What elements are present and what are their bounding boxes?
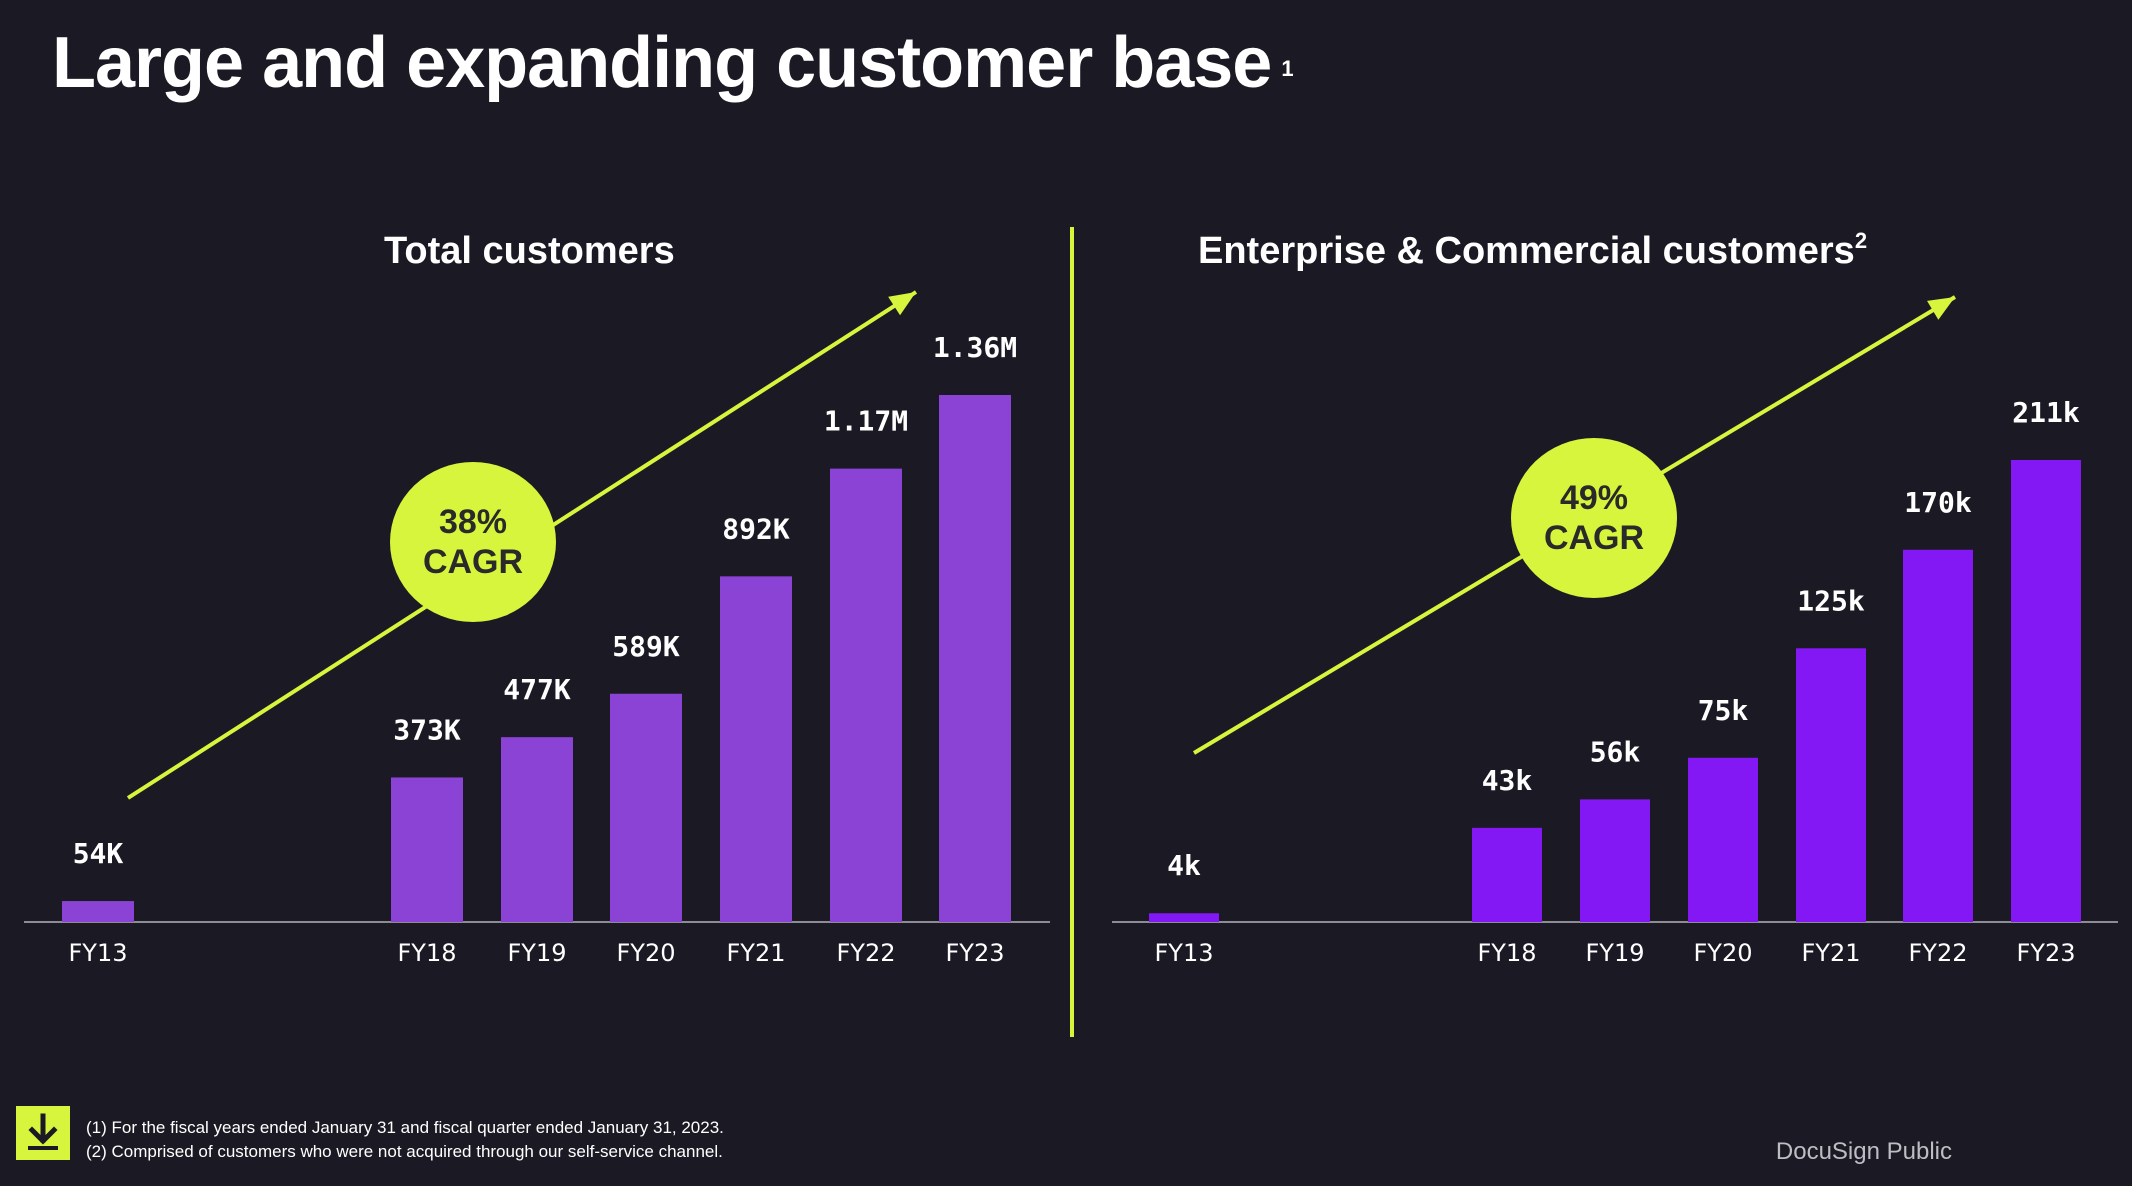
bar-enterprise-fy18 — [1472, 827, 1542, 922]
data-label-total-fy23: 1.36M — [933, 331, 1017, 364]
trend-arrow-head-enterprise — [1927, 297, 1955, 320]
x-tick-label-total-fy22: FY22 — [836, 939, 895, 967]
x-tick-label-enterprise-fy18: FY18 — [1477, 939, 1536, 967]
trend-arrow-head-total — [888, 292, 916, 316]
x-tick-label-enterprise-fy23: FY23 — [2016, 939, 2075, 967]
footnote-2: (2) Comprised of customers who were not … — [86, 1142, 723, 1161]
bar-enterprise-fy13 — [1149, 913, 1219, 922]
data-label-enterprise-fy19: 56k — [1590, 735, 1641, 768]
data-label-total-fy22: 1.17M — [824, 405, 908, 438]
classification-label: DocuSign Public — [1775, 1138, 1952, 1165]
footnote-1: (1) For the fiscal years ended January 3… — [86, 1118, 724, 1137]
page-title: Large and expanding customer base 1 — [52, 22, 1294, 104]
data-label-enterprise-fy20: 75k — [1698, 694, 1749, 727]
x-tick-label-total-fy21: FY21 — [726, 939, 785, 967]
cagr-badge-total: 38% CAGR — [390, 462, 556, 622]
data-label-total-fy19: 477K — [503, 673, 571, 706]
bar-enterprise-fy22 — [1903, 549, 1973, 922]
x-tick-label-enterprise-fy20: FY20 — [1693, 939, 1752, 967]
cagr-badge-total-value: 38% — [438, 503, 508, 541]
bar-total-fy21 — [720, 576, 792, 922]
x-tick-label-enterprise-fy13: FY13 — [1154, 939, 1213, 967]
footnotes: (1) For the fiscal years ended January 3… — [86, 1116, 724, 1164]
x-tick-label-total-fy20: FY20 — [616, 939, 675, 967]
data-label-total-fy18: 373K — [393, 713, 461, 746]
chart-title-total-text: Total customers — [384, 230, 675, 272]
data-label-total-fy21: 892K — [722, 512, 790, 545]
cagr-badge-enterprise: 49% CAGR — [1511, 438, 1677, 598]
data-label-enterprise-fy18: 43k — [1482, 764, 1533, 797]
chart-title-total: Total customers — [384, 230, 675, 273]
x-tick-label-total-fy23: FY23 — [945, 939, 1004, 967]
data-label-total-fy20: 589K — [612, 630, 680, 663]
chart-title-enterprise-text: Enterprise & Commercial customers — [1198, 230, 1855, 272]
download-icon[interactable] — [16, 1106, 70, 1160]
chart-title-enterprise-footnote: 2 — [1854, 228, 1868, 253]
data-label-enterprise-fy21: 125k — [1797, 584, 1865, 617]
title-footnote-marker: 1 — [1281, 56, 1293, 81]
bar-total-fy23 — [939, 395, 1011, 922]
x-tick-label-enterprise-fy21: FY21 — [1801, 939, 1860, 967]
data-label-total-fy13: 54K — [73, 837, 124, 870]
bar-enterprise-fy20 — [1688, 757, 1758, 922]
bar-enterprise-fy23 — [2011, 460, 2081, 922]
data-label-enterprise-fy22: 170k — [1904, 486, 1972, 519]
chart-title-enterprise: Enterprise & Commercial customers2 — [1198, 228, 1868, 273]
x-tick-label-total-fy13: FY13 — [68, 939, 127, 967]
cagr-badge-enterprise-value: 49% — [1559, 479, 1629, 517]
bar-total-fy20 — [610, 693, 682, 922]
chart-divider — [1070, 227, 1074, 1037]
x-tick-label-total-fy18: FY18 — [397, 939, 456, 967]
bar-total-fy22 — [830, 468, 902, 922]
bar-total-fy19 — [501, 737, 573, 922]
x-tick-label-enterprise-fy19: FY19 — [1585, 939, 1644, 967]
bar-enterprise-fy19 — [1580, 799, 1650, 922]
page-title-text: Large and expanding customer base — [52, 23, 1272, 103]
x-tick-label-enterprise-fy22: FY22 — [1908, 939, 1967, 967]
data-label-enterprise-fy23: 211k — [2012, 396, 2080, 429]
bar-enterprise-fy21 — [1796, 648, 1866, 922]
x-tick-label-total-fy19: FY19 — [507, 939, 566, 967]
cagr-badge-total-label: CAGR — [422, 543, 524, 581]
bar-total-fy18 — [391, 777, 463, 922]
download-arrow-icon — [28, 1113, 58, 1150]
cagr-badge-enterprise-label: CAGR — [1543, 519, 1645, 557]
data-label-enterprise-fy13: 4k — [1167, 849, 1201, 882]
bar-total-fy13 — [62, 901, 134, 922]
